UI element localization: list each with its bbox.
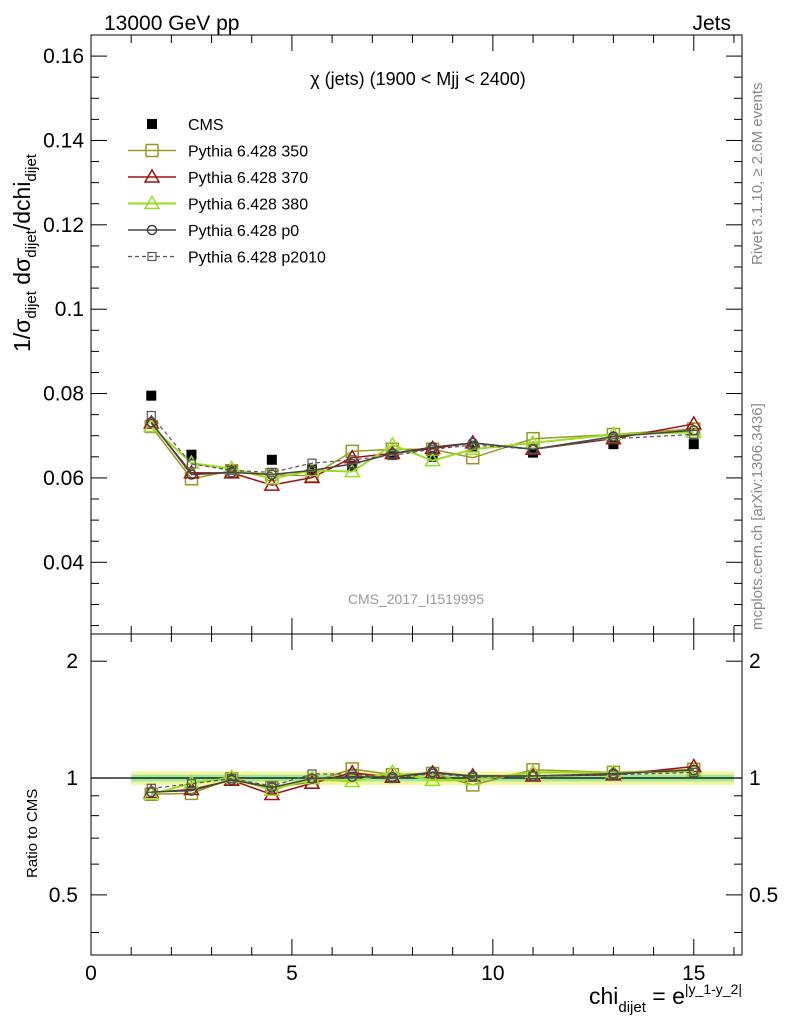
data-point bbox=[427, 451, 438, 462]
ratio-data-point bbox=[528, 771, 538, 781]
ratio-data-point bbox=[347, 769, 357, 779]
x-axis-label: chidijet = e|y_1-y_2| bbox=[589, 981, 742, 1016]
mcplots-label: mcplots.cern.ch [arXiv:1306.3436] bbox=[749, 403, 766, 630]
ratio-data-point bbox=[424, 771, 441, 787]
data-point bbox=[688, 439, 699, 450]
series-ratio bbox=[142, 758, 703, 802]
y-tick-label: 0.16 bbox=[43, 45, 84, 68]
series-2 bbox=[142, 414, 703, 491]
watermark: CMS_2017_I1519995 bbox=[348, 591, 484, 607]
legend-label: Pythia 6.428 350 bbox=[188, 144, 308, 161]
legend: CMS Pythia 6.428 350 Pythia 6.428 370 Pythi… bbox=[128, 117, 326, 267]
ratio-y-tick-label-right: 2 bbox=[749, 650, 761, 673]
data-point bbox=[528, 444, 538, 454]
y-tick-label: 0.08 bbox=[43, 383, 84, 406]
data-point bbox=[528, 447, 539, 458]
series-main bbox=[142, 390, 703, 491]
data-point bbox=[303, 469, 321, 484]
data-point bbox=[227, 465, 237, 475]
ratio-y-tick-label-right: 0.5 bbox=[749, 884, 778, 907]
legend-marker bbox=[143, 168, 161, 183]
ratio-data-point bbox=[227, 773, 237, 784]
y-tick-label: 0.04 bbox=[43, 551, 84, 574]
rivet-label: Rivet 3.1.10, ≥ 2.6M events bbox=[749, 83, 766, 266]
data-point bbox=[387, 450, 397, 461]
legend-label: Pythia 6.428 p0 bbox=[188, 223, 299, 240]
series-line bbox=[150, 415, 694, 474]
data-point bbox=[142, 414, 160, 429]
legend-marker bbox=[147, 119, 157, 129]
ratio-y-tick-label-right: 1 bbox=[749, 767, 761, 790]
data-point bbox=[186, 469, 197, 480]
data-point bbox=[427, 444, 438, 454]
legend-marker bbox=[143, 195, 161, 210]
data-point bbox=[384, 436, 401, 451]
legend-marker bbox=[145, 143, 159, 158]
legend-label: Pythia 6.428 370 bbox=[188, 170, 308, 187]
legend-marker bbox=[146, 224, 158, 236]
ratio-plot-frame bbox=[90, 633, 743, 956]
x-tick-label: 0 bbox=[85, 962, 97, 985]
y-tick-label: 0.1 bbox=[55, 298, 84, 321]
data-point bbox=[347, 455, 357, 465]
legend-label: CMS bbox=[188, 117, 224, 134]
y-tick-label: 0.12 bbox=[43, 214, 84, 237]
ratio-data-point bbox=[263, 786, 281, 801]
data-point bbox=[307, 458, 317, 468]
data-point bbox=[146, 416, 157, 428]
legend-label: Pythia 6.428 p2010 bbox=[188, 250, 326, 267]
y-axis-label-ratio: Ratio to CMS bbox=[24, 789, 41, 878]
data-point bbox=[685, 415, 703, 430]
data-point bbox=[467, 441, 478, 452]
data-point bbox=[468, 440, 478, 450]
ratio-data-point bbox=[186, 779, 197, 789]
data-point bbox=[186, 459, 197, 469]
chart-title: χ (jets) (1900 < Mjj < 2400) bbox=[310, 69, 526, 89]
data-point bbox=[267, 467, 277, 478]
legend-marker bbox=[147, 251, 157, 262]
ratio-data-point bbox=[267, 781, 277, 791]
ratio-data-point bbox=[142, 785, 160, 801]
y-axis-label-main: 1/σdijet dσdijet/dchidijet bbox=[9, 153, 40, 352]
data-point bbox=[306, 465, 318, 476]
ratio-data-point bbox=[387, 773, 397, 784]
y-tick-label: 0.06 bbox=[43, 467, 84, 490]
ratio-series-line bbox=[151, 769, 694, 793]
ratio-y-tick-label: 1 bbox=[66, 767, 78, 790]
data-point bbox=[146, 390, 157, 401]
ratio-data-point bbox=[146, 783, 156, 793]
axes: 0 5 10 15 0.04 0.06 0.08 0.1 0.12 0.14 0.16 0.5 0.5 1… bbox=[43, 34, 778, 985]
data-point bbox=[347, 461, 358, 472]
data-point bbox=[266, 454, 277, 465]
ratio-series-5 bbox=[146, 767, 699, 793]
header-left: 13000 GeV pp bbox=[104, 12, 239, 35]
ratio-data-point bbox=[524, 763, 542, 779]
data-point bbox=[608, 434, 619, 444]
ratio-data-point bbox=[468, 772, 478, 782]
ratio-data-point bbox=[307, 769, 317, 779]
ratio-data-point bbox=[608, 770, 619, 780]
data-point bbox=[343, 463, 361, 478]
data-point bbox=[524, 434, 542, 449]
data-point bbox=[689, 429, 699, 440]
y-tick-label: 0.14 bbox=[43, 129, 84, 152]
ratio-y-tick-label: 0.5 bbox=[49, 884, 78, 907]
ratio-data-point bbox=[186, 785, 197, 796]
ratio-series-line bbox=[151, 771, 694, 789]
x-tick-label: 15 bbox=[682, 962, 705, 985]
header-right: Jets bbox=[692, 12, 731, 35]
x-tick-label: 5 bbox=[286, 962, 298, 985]
x-tick-label: 10 bbox=[481, 962, 504, 985]
ratio-y-tick-label: 2 bbox=[66, 650, 78, 673]
data-point bbox=[146, 410, 156, 421]
ratio-data-point bbox=[427, 768, 438, 779]
series-5 bbox=[146, 410, 699, 478]
ratio-data-point bbox=[689, 767, 699, 778]
data-point bbox=[466, 450, 480, 465]
data-point bbox=[424, 452, 441, 467]
legend-label: Pythia 6.428 380 bbox=[188, 197, 308, 214]
